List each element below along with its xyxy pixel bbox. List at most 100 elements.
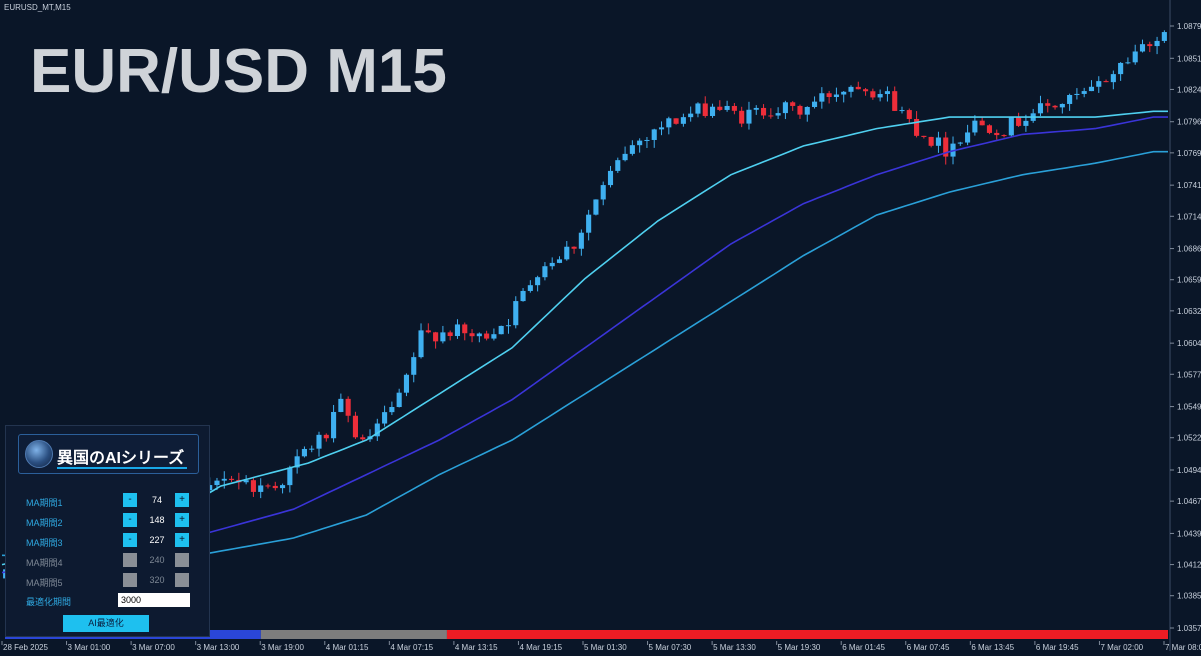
candle-body: [1023, 120, 1029, 126]
candle-body: [265, 485, 271, 487]
ma2-plus-button[interactable]: +: [175, 513, 189, 527]
candle-body: [352, 415, 358, 438]
candle-body: [454, 324, 461, 337]
x-tick-label: 5 Mar 13:30: [713, 643, 756, 651]
ma5-plus-button[interactable]: [175, 573, 189, 587]
candle-body: [593, 199, 599, 215]
candle-body: [615, 160, 621, 171]
y-tick-label: 1.0549: [1177, 403, 1201, 412]
candle-body: [272, 485, 278, 489]
candle-body: [1037, 103, 1044, 114]
candle-body: [994, 132, 1000, 136]
candle-body: [505, 325, 512, 327]
candle-body: [957, 142, 963, 144]
ma5-minus-button[interactable]: [123, 573, 137, 587]
y-tick-label: 1.0686: [1177, 245, 1201, 254]
ma2-value: 148: [149, 515, 165, 525]
candle-body: [250, 480, 256, 492]
candle-body: [914, 118, 920, 136]
candle-body: [1118, 62, 1124, 75]
candle-body: [717, 106, 723, 110]
optimization-period-input[interactable]: 3000: [118, 593, 190, 607]
price-axis: 1.0879 1.0851 1.0824 1.0796 1.0769 1.0741 1.07…: [1170, 22, 1201, 633]
robot-logo-icon: [25, 440, 53, 468]
candle-body: [258, 485, 264, 492]
y-tick-label: 1.0824: [1177, 85, 1201, 94]
candle-body: [644, 139, 650, 141]
candle-body: [702, 103, 708, 116]
ma1-plus-button[interactable]: +: [175, 493, 189, 507]
y-tick-label: 1.0632: [1177, 307, 1201, 316]
x-tick-label: 4 Mar 01:15: [326, 643, 369, 651]
candle-body: [287, 467, 293, 486]
candle-body: [753, 107, 759, 110]
candle-body: [520, 290, 526, 302]
candle-body: [1052, 105, 1058, 108]
candle-body: [1081, 91, 1087, 94]
candle-body: [294, 456, 300, 468]
candle-body: [527, 285, 533, 291]
candle-body: [906, 110, 912, 119]
candle-body: [214, 480, 220, 486]
x-tick-label: 5 Mar 07:30: [649, 643, 692, 651]
candle-body: [782, 102, 788, 114]
candle-body: [389, 407, 395, 413]
candle-body: [979, 120, 985, 126]
candle-body: [403, 374, 410, 393]
x-tick-label: 3 Mar 07:00: [132, 643, 175, 651]
ma1-value: 74: [151, 495, 162, 505]
ma4-minus-button[interactable]: [123, 553, 137, 567]
y-tick-label: 1.0412: [1177, 561, 1201, 570]
candle-body: [695, 103, 701, 114]
x-tick-label: 6 Mar 01:45: [842, 643, 885, 651]
candle-body: [637, 140, 643, 146]
candle-body: [1059, 103, 1065, 108]
ma3-minus-button[interactable]: -: [123, 533, 137, 547]
x-tick-label: 5 Mar 01:30: [584, 643, 627, 651]
candle-body: [1001, 135, 1007, 137]
chart-tab-label: EURUSD_MT,M15: [4, 3, 71, 12]
candle-body: [928, 136, 934, 146]
candle-body: [1067, 94, 1073, 104]
ma4-plus-button[interactable]: [175, 553, 189, 567]
y-tick-label: 1.0659: [1177, 276, 1201, 285]
candle-body: [338, 398, 344, 412]
x-tick-label: 3 Mar 01:00: [68, 643, 111, 651]
candle-body: [651, 129, 657, 140]
ma-row-1: MA期間1 - 74 +: [6, 493, 211, 509]
candle-body: [1103, 81, 1109, 83]
candle-body: [1125, 62, 1131, 64]
candle-body: [658, 127, 665, 130]
session-bar-segment: [446, 630, 1168, 639]
candle-body: [542, 266, 548, 278]
candle-body: [819, 93, 825, 102]
candle-body: [513, 301, 519, 326]
x-tick-label: 6 Mar 07:45: [907, 643, 950, 651]
candle-body: [680, 117, 686, 124]
candle-body: [1139, 44, 1146, 52]
x-tick-label: 4 Mar 13:15: [455, 643, 498, 651]
candle-body: [855, 86, 861, 90]
time-axis: 28 Feb 2025 3 Mar 01:00 3 Mar 07:00 3 Mar 1…: [1, 641, 1201, 652]
ma-label: MA期間4: [26, 558, 63, 568]
candle-body: [986, 125, 993, 133]
x-tick-label: 28 Feb 2025: [3, 643, 48, 651]
x-tick-label: 4 Mar 19:15: [519, 643, 562, 651]
candle-body: [280, 485, 286, 489]
candle-body: [440, 332, 446, 342]
candle-body: [1132, 51, 1138, 63]
candle-body: [877, 94, 883, 98]
y-tick-label: 1.0577: [1177, 370, 1201, 379]
ma1-minus-button[interactable]: -: [123, 493, 137, 507]
ma5-value: 320: [149, 575, 165, 585]
candle-body: [411, 357, 417, 375]
candle-body: [848, 86, 854, 92]
ma-label: MA期間3: [26, 538, 63, 548]
ai-optimize-button[interactable]: AI最適化: [63, 615, 149, 632]
candle-body: [309, 448, 315, 450]
ma3-value: 227: [149, 535, 165, 545]
ma2-minus-button[interactable]: -: [123, 513, 137, 527]
ma3-plus-button[interactable]: +: [175, 533, 189, 547]
x-tick-label: 3 Mar 13:00: [197, 643, 240, 651]
candle-body: [1154, 40, 1160, 47]
